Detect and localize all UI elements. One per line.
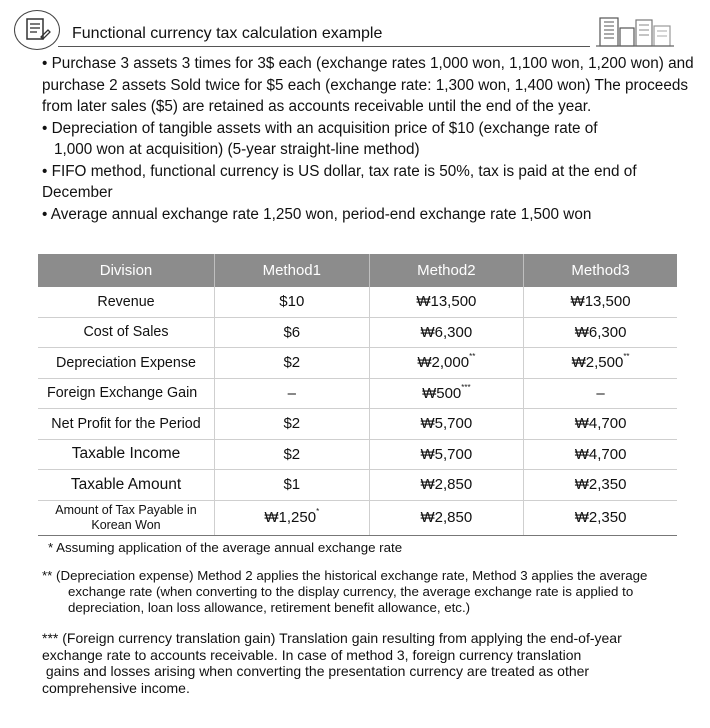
bullet-fifo: • FIFO method, functional currency is US…: [42, 162, 637, 202]
footnote-3-line-3: gains and losses arising when converting…: [42, 663, 590, 679]
cell-method1: $2: [214, 347, 370, 379]
city-buildings-icon: [596, 17, 674, 47]
cell-method1: $1: [214, 469, 370, 501]
tax-calculation-table: Division Method1 Method2 Method3 Revenue…: [38, 254, 677, 536]
cell-method3: ₩4,700: [523, 408, 677, 440]
column-header-method1: Method1: [214, 254, 370, 287]
cell-method3: ₩2,500**: [523, 347, 677, 379]
bullet-depreciation: • Depreciation of tangible assets with a…: [42, 119, 598, 137]
bullet-exchange-rate: • Average annual exchange rate 1,250 won…: [42, 205, 592, 223]
cell-method2: ₩5,700: [368, 408, 524, 440]
cell-method3: ₩2,350: [523, 500, 677, 536]
cell-method2: ₩6,300: [368, 317, 524, 348]
row-label: Taxable Income: [38, 439, 215, 470]
cell-method2: ₩2,850: [368, 500, 524, 536]
row-label: Amount of Tax Payable in Korean Won: [38, 500, 215, 536]
bullet-list: • Purchase 3 assets 3 times for 3$ each …: [42, 53, 702, 225]
cell-method3: ₩13,500: [523, 287, 677, 318]
column-header-division: Division: [38, 254, 215, 287]
footnote-mark: ***: [461, 382, 471, 392]
cell-method1: –: [214, 378, 370, 409]
cell-method2: ₩13,500: [368, 287, 524, 318]
header: Functional currency tax calculation exam…: [0, 0, 710, 50]
footnote-2-line-2: exchange rate (when converting to the di…: [68, 584, 634, 599]
cell-method1: $6: [214, 317, 370, 348]
column-header-method2: Method2: [368, 254, 524, 287]
footnote-mark: *: [316, 507, 320, 516]
cell-method3: –: [523, 378, 677, 409]
table-row: Foreign Exchange Gain – ₩500*** –: [38, 378, 677, 409]
cell-method2: ₩500***: [368, 378, 524, 409]
table-row: Net Profit for the Period $2 ₩5,700 ₩4,7…: [38, 408, 677, 440]
footnote-3-line-4: comprehensive income.: [42, 679, 190, 696]
row-label: Foreign Exchange Gain: [38, 378, 215, 409]
column-header-method3: Method3: [523, 254, 677, 287]
footnote-3-line-1: *** (Foreign currency translation gain) …: [42, 630, 622, 646]
cell-method3: ₩6,300: [523, 317, 677, 348]
row-label: Depreciation Expense: [38, 347, 215, 379]
footnote-3-line-2: exchange rate to accounts receivable. In…: [42, 646, 582, 663]
cell-method3: ₩2,350: [523, 469, 677, 501]
table-row: Taxable Income $2 ₩5,700 ₩4,700: [38, 439, 677, 470]
title-underline: [58, 46, 590, 47]
cell-method1: ₩1,250*: [214, 500, 370, 536]
cell-method3: ₩4,700: [523, 439, 677, 470]
document-list-icon: [14, 10, 60, 50]
row-label: Cost of Sales: [38, 317, 215, 348]
page-title: Functional currency tax calculation exam…: [72, 25, 383, 42]
cell-method2: ₩2,000**: [368, 347, 524, 379]
table-header-row: Division Method1 Method2 Method3: [38, 254, 677, 287]
cell-method1: $2: [214, 439, 370, 470]
table-row: Amount of Tax Payable in Korean Won ₩1,2…: [38, 500, 677, 536]
cell-method2: ₩5,700: [368, 439, 524, 470]
footnote-2-line-3: depreciation, loan loss allowance, retir…: [68, 600, 471, 615]
bullet-depreciation-cont: 1,000 won at acquisition) (5-year straig…: [54, 141, 420, 158]
table-row: Depreciation Expense $2 ₩2,000** ₩2,500*…: [38, 347, 677, 379]
row-label: Taxable Amount: [38, 469, 215, 501]
table-row: Revenue $10 ₩13,500 ₩13,500: [38, 287, 677, 318]
table-row: Taxable Amount $1 ₩2,850 ₩2,350: [38, 469, 677, 501]
cell-method2: ₩2,850: [368, 469, 524, 501]
footnote-1: * Assuming application of the average an…: [48, 540, 403, 555]
cell-method1: $2: [214, 408, 370, 440]
footnote-mark: **: [623, 352, 630, 362]
footnote-2-line-1: ** (Depreciation expense) Method 2 appli…: [42, 568, 648, 583]
bullet-purchase: • Purchase 3 assets 3 times for 3$ each …: [42, 55, 694, 115]
footnotes: * Assuming application of the average an…: [42, 540, 682, 696]
row-label: Net Profit for the Period: [38, 408, 215, 440]
cell-method1: $10: [214, 287, 370, 318]
footnote-mark: **: [469, 352, 476, 362]
row-label: Revenue: [38, 287, 215, 318]
table-row: Cost of Sales $6 ₩6,300 ₩6,300: [38, 317, 677, 348]
